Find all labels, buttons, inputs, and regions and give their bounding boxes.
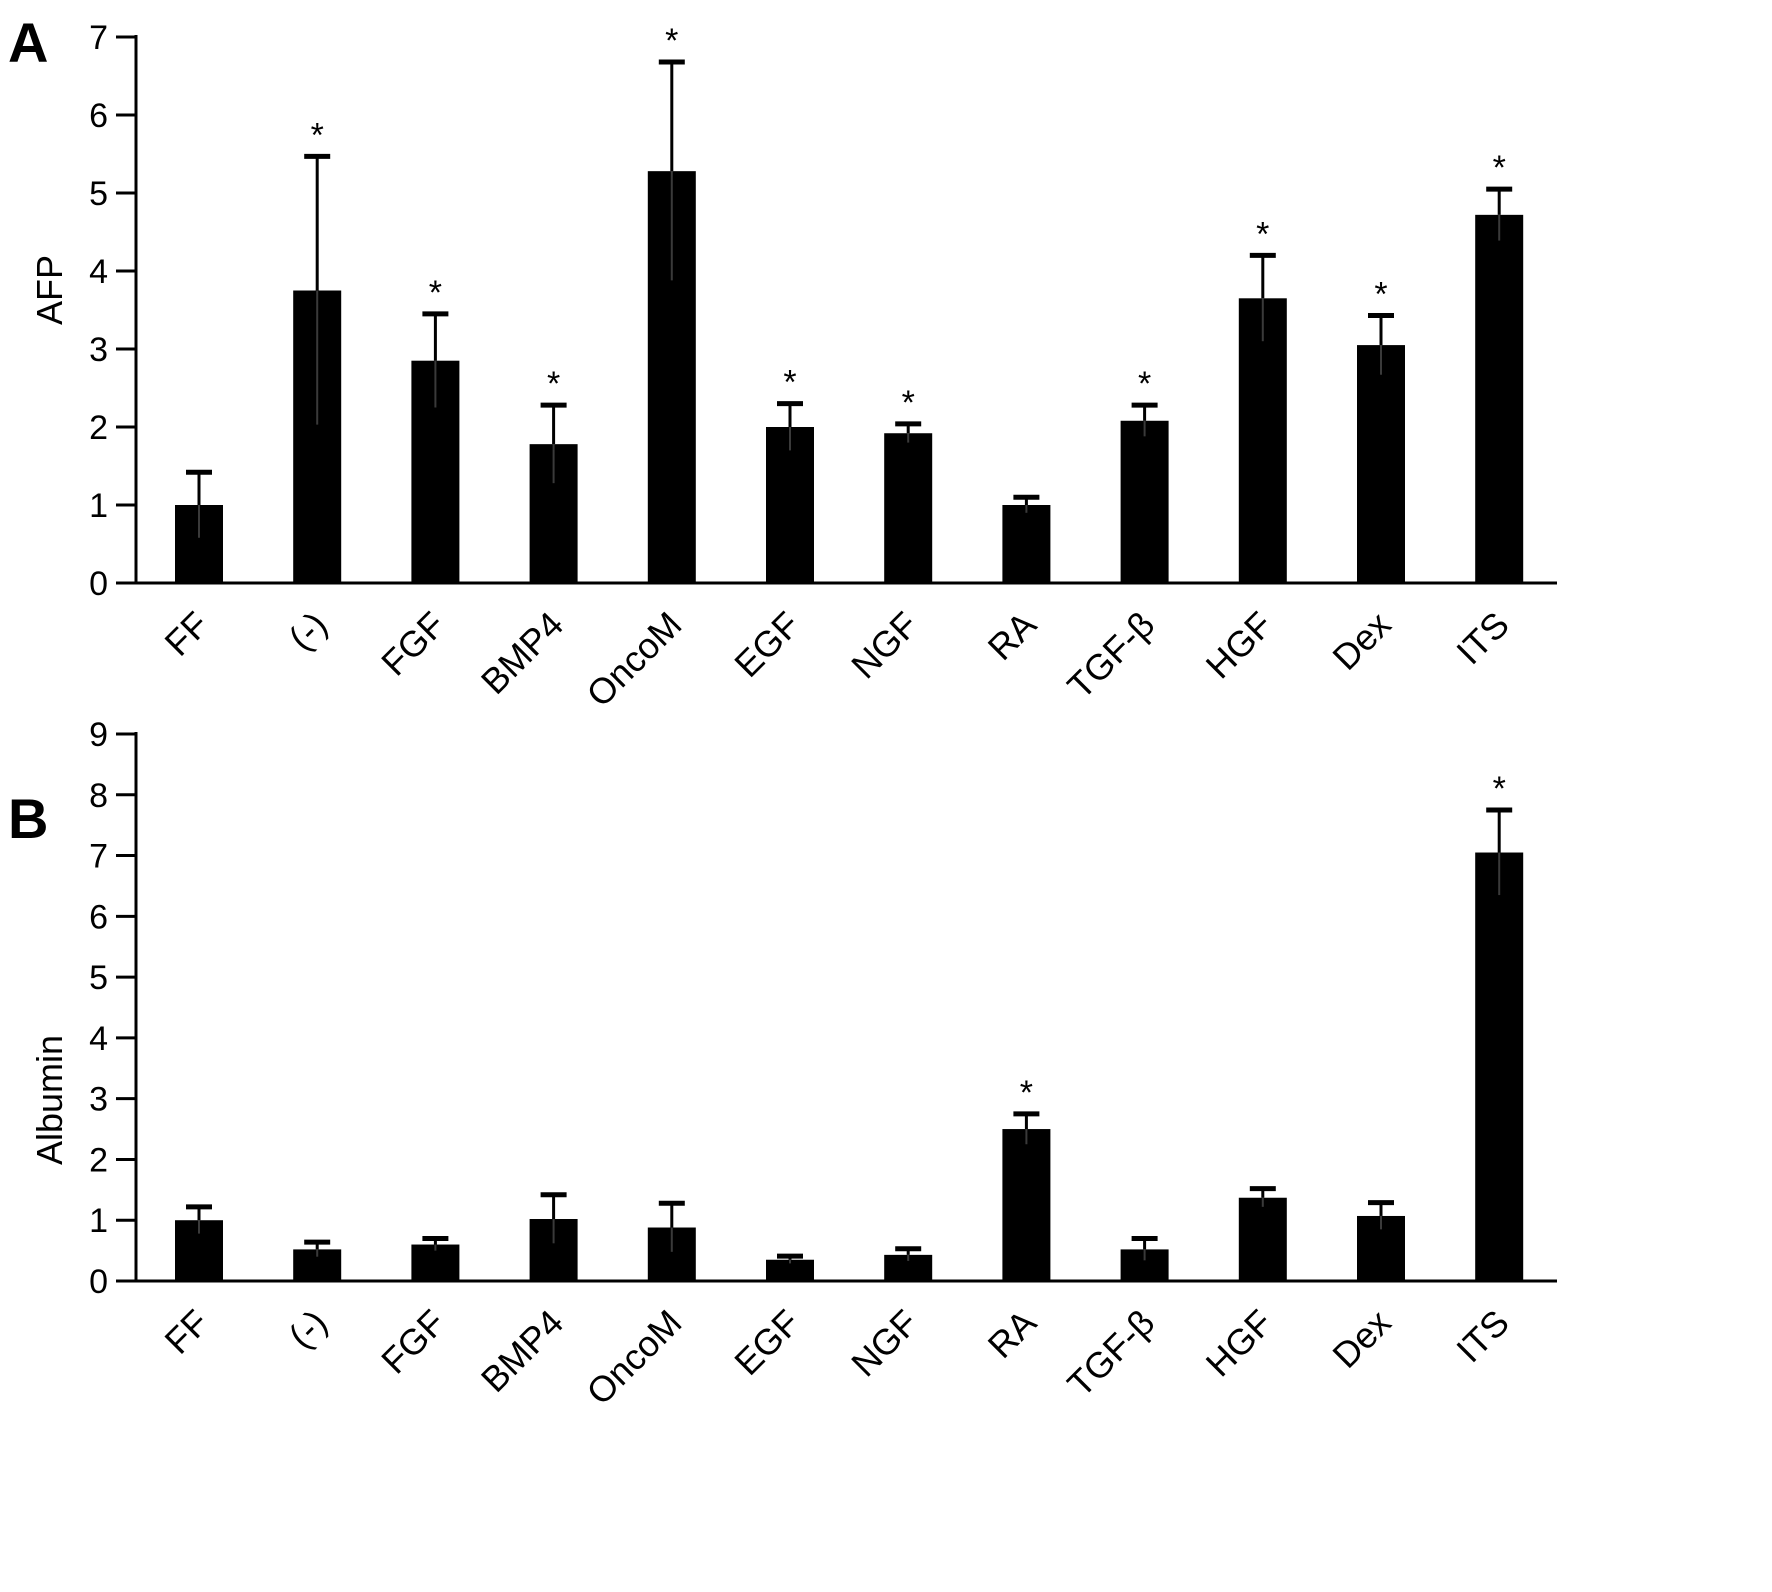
panel-a-bar — [884, 433, 933, 583]
panel-b-category-label: OncoM — [578, 1302, 689, 1413]
panel-a-bar — [1357, 345, 1405, 583]
panel-a-category-label: Dex — [1324, 604, 1398, 678]
panel-b-significance-marker: * — [1493, 770, 1506, 808]
panel-b-bar — [1002, 1129, 1051, 1281]
panel-a-category-label: OncoM — [578, 604, 689, 715]
panel-a-category-label: HGF — [1198, 604, 1281, 687]
panel-a-significance-marker: * — [783, 364, 796, 402]
panel-b-y-tick-label: 0 — [89, 1263, 108, 1301]
panel-a-y-axis-title: AFP — [29, 255, 70, 325]
panel-a-significance-marker: * — [547, 365, 560, 403]
panel-a-significance-marker: * — [902, 384, 915, 422]
panel-b-bar — [1238, 1197, 1287, 1281]
panel-a-category-label: TGF-β — [1059, 604, 1162, 707]
panel-b-y-axis-title: Albumin — [29, 1035, 70, 1165]
panel-b-y-tick-label: 8 — [89, 777, 108, 815]
panel-a-bar — [766, 427, 814, 583]
panel-b-category-label: NGF — [843, 1302, 926, 1385]
panel-a-significance-marker: * — [311, 116, 324, 154]
panel-a-category-label: FGF — [373, 604, 453, 684]
panel-b-letter: B — [8, 787, 48, 850]
panel-b-category-label: TGF-β — [1059, 1302, 1162, 1405]
panel-a-letter: A — [8, 11, 48, 74]
panel-b-y-tick-label: 2 — [89, 1141, 108, 1179]
panel-b-category-label: BMP4 — [473, 1302, 571, 1400]
panel-a-bar — [1120, 420, 1169, 583]
panel-b-chart: B Albumin 0 1 2 3 4 5 6 7 8 9 FF (-) FGF BMP4 OncoM EGF… — [8, 716, 1557, 1413]
panel-b-bar — [1475, 852, 1524, 1281]
panel-b-bar — [766, 1259, 814, 1281]
panel-b-y-tick-label: 1 — [89, 1202, 108, 1240]
panel-a-category-label: (-) — [280, 604, 334, 658]
panel-b-y-tick-label: 4 — [89, 1020, 108, 1058]
panel-a-category-label: BMP4 — [473, 604, 571, 702]
panel-a-category-label: RA — [980, 604, 1044, 668]
panel-a-category-label: ITS — [1448, 604, 1517, 673]
panel-a-category-label: NGF — [843, 604, 926, 687]
panel-a-significance-marker: * — [665, 22, 678, 60]
panel-a-y-tick-label: 4 — [89, 253, 108, 291]
panel-a-significance-marker: * — [429, 274, 442, 312]
panel-a-category-label: EGF — [726, 604, 807, 685]
panel-a-y-tick-label: 2 — [89, 409, 108, 447]
panel-b-category-label: RA — [980, 1302, 1044, 1366]
panel-a-significance-marker: * — [1493, 149, 1506, 187]
panel-a-bar — [1002, 505, 1051, 583]
panel-a-y-tick-label: 6 — [89, 97, 108, 135]
panel-a-significance-marker: * — [1374, 275, 1387, 313]
panel-a-y-tick-label: 7 — [89, 19, 108, 57]
panel-a-y-tick-label: 0 — [89, 565, 108, 603]
panel-b-category-label: EGF — [726, 1302, 807, 1383]
panel-a-y-tick-label: 3 — [89, 331, 108, 369]
panel-a-significance-marker: * — [1256, 215, 1269, 253]
panel-b-y-tick-label: 3 — [89, 1081, 108, 1119]
panel-b-y-tick-label: 7 — [89, 838, 108, 876]
panel-b-category-label: ITS — [1448, 1302, 1517, 1371]
panel-b-y-tick-label: 5 — [89, 959, 108, 997]
panel-a-significance-marker: * — [1138, 365, 1151, 403]
panel-b-category-label: HGF — [1198, 1302, 1281, 1385]
panel-a-bar — [1475, 214, 1524, 583]
panel-b-y-tick-label: 6 — [89, 898, 108, 936]
panel-b-category-label: (-) — [280, 1302, 334, 1356]
panel-b-category-label: Dex — [1324, 1302, 1398, 1376]
panel-a-y-tick-label: 1 — [89, 487, 108, 525]
panel-b-significance-marker: * — [1020, 1074, 1033, 1112]
panel-a-bar — [1238, 298, 1287, 583]
panel-a-category-label: FF — [157, 604, 217, 664]
panel-b-category-label: FGF — [373, 1302, 453, 1382]
panel-a-y-tick-label: 5 — [89, 175, 108, 213]
panel-b-y-tick-label: 9 — [89, 716, 108, 754]
panel-b-category-label: FF — [157, 1302, 217, 1362]
panel-a-chart: A AFP 0 1 2 3 4 5 6 7 FF * (-) * FGF * BMP4 * OncoM * EGF *… — [8, 11, 1557, 715]
